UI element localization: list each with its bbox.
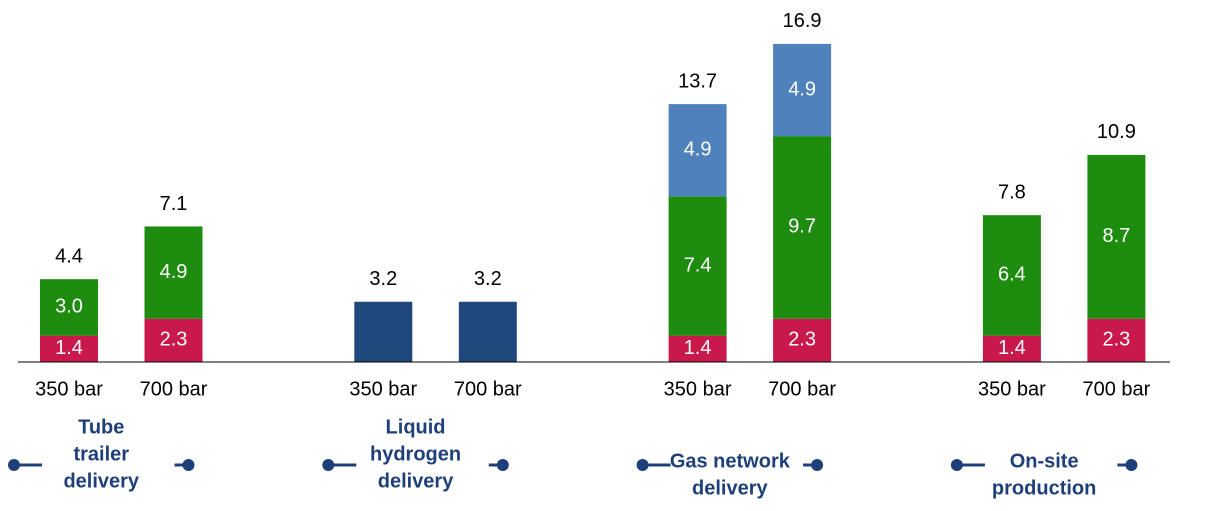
bar-segment xyxy=(144,226,203,319)
x-tick-label: 350 bar xyxy=(978,378,1046,400)
bar-segment xyxy=(668,335,727,362)
value-label: 2.3 xyxy=(1102,329,1130,351)
total-label: 4.4 xyxy=(55,245,83,267)
bracket-dot xyxy=(1125,459,1138,471)
group-label: Gas network xyxy=(670,450,791,472)
value-label: 1.4 xyxy=(998,337,1026,359)
value-label: 8.7 xyxy=(1102,225,1130,247)
bracket-dot xyxy=(496,459,509,471)
value-label: 4.9 xyxy=(160,261,188,283)
total-label: 7.1 xyxy=(160,193,188,215)
bar-segment xyxy=(668,104,727,197)
bar-segment xyxy=(668,196,727,336)
group-label: Liquid xyxy=(386,416,446,438)
value-label: 4.9 xyxy=(788,78,816,100)
bar-segment xyxy=(773,136,832,319)
x-tick-label: 700 bar xyxy=(140,378,208,400)
total-label: 3.2 xyxy=(474,268,502,290)
bar-segment xyxy=(773,318,832,362)
total-label: 7.8 xyxy=(998,181,1026,203)
group-label: hydrogen xyxy=(370,443,461,465)
total-label: 3.2 xyxy=(369,268,397,290)
bar-segment xyxy=(1087,154,1146,319)
group-label: production xyxy=(992,477,1096,499)
value-label: 2.3 xyxy=(160,329,188,351)
x-tick-label: 700 bar xyxy=(1082,378,1150,400)
group-label: On-site xyxy=(1010,450,1079,472)
group-label: trailer xyxy=(73,443,129,465)
bar-segment xyxy=(144,318,203,362)
bar-segment xyxy=(982,335,1041,362)
value-label: 4.9 xyxy=(684,139,712,161)
bar-segment xyxy=(458,301,517,362)
group-label: delivery xyxy=(63,470,139,492)
bar-segment xyxy=(773,43,832,137)
value-label: 6.4 xyxy=(998,264,1026,286)
x-tick-label: 700 bar xyxy=(454,378,522,400)
bracket-dot xyxy=(811,459,824,471)
x-tick-label: 700 bar xyxy=(768,378,836,400)
value-label: 1.4 xyxy=(55,337,83,359)
group-label: Tube xyxy=(78,416,124,438)
bar-segment xyxy=(40,335,98,362)
bar-segment xyxy=(982,215,1041,336)
x-tick-label: 350 bar xyxy=(349,378,417,400)
total-label: 13.7 xyxy=(678,70,717,92)
value-label: 2.3 xyxy=(788,329,816,351)
value-label: 3.0 xyxy=(55,296,83,318)
x-tick-label: 350 bar xyxy=(35,378,103,400)
bar-segment xyxy=(1087,318,1146,362)
bracket-dot xyxy=(182,459,195,471)
group-label: delivery xyxy=(378,470,454,492)
bar-segment xyxy=(354,301,413,362)
value-label: 7.4 xyxy=(684,254,712,276)
total-label: 10.9 xyxy=(1097,121,1136,143)
x-tick-label: 350 bar xyxy=(664,378,732,400)
bar-segment xyxy=(40,279,98,336)
group-label: delivery xyxy=(692,477,768,499)
total-label: 16.9 xyxy=(783,10,822,32)
value-label: 9.7 xyxy=(788,216,816,238)
value-label: 1.4 xyxy=(684,337,712,359)
